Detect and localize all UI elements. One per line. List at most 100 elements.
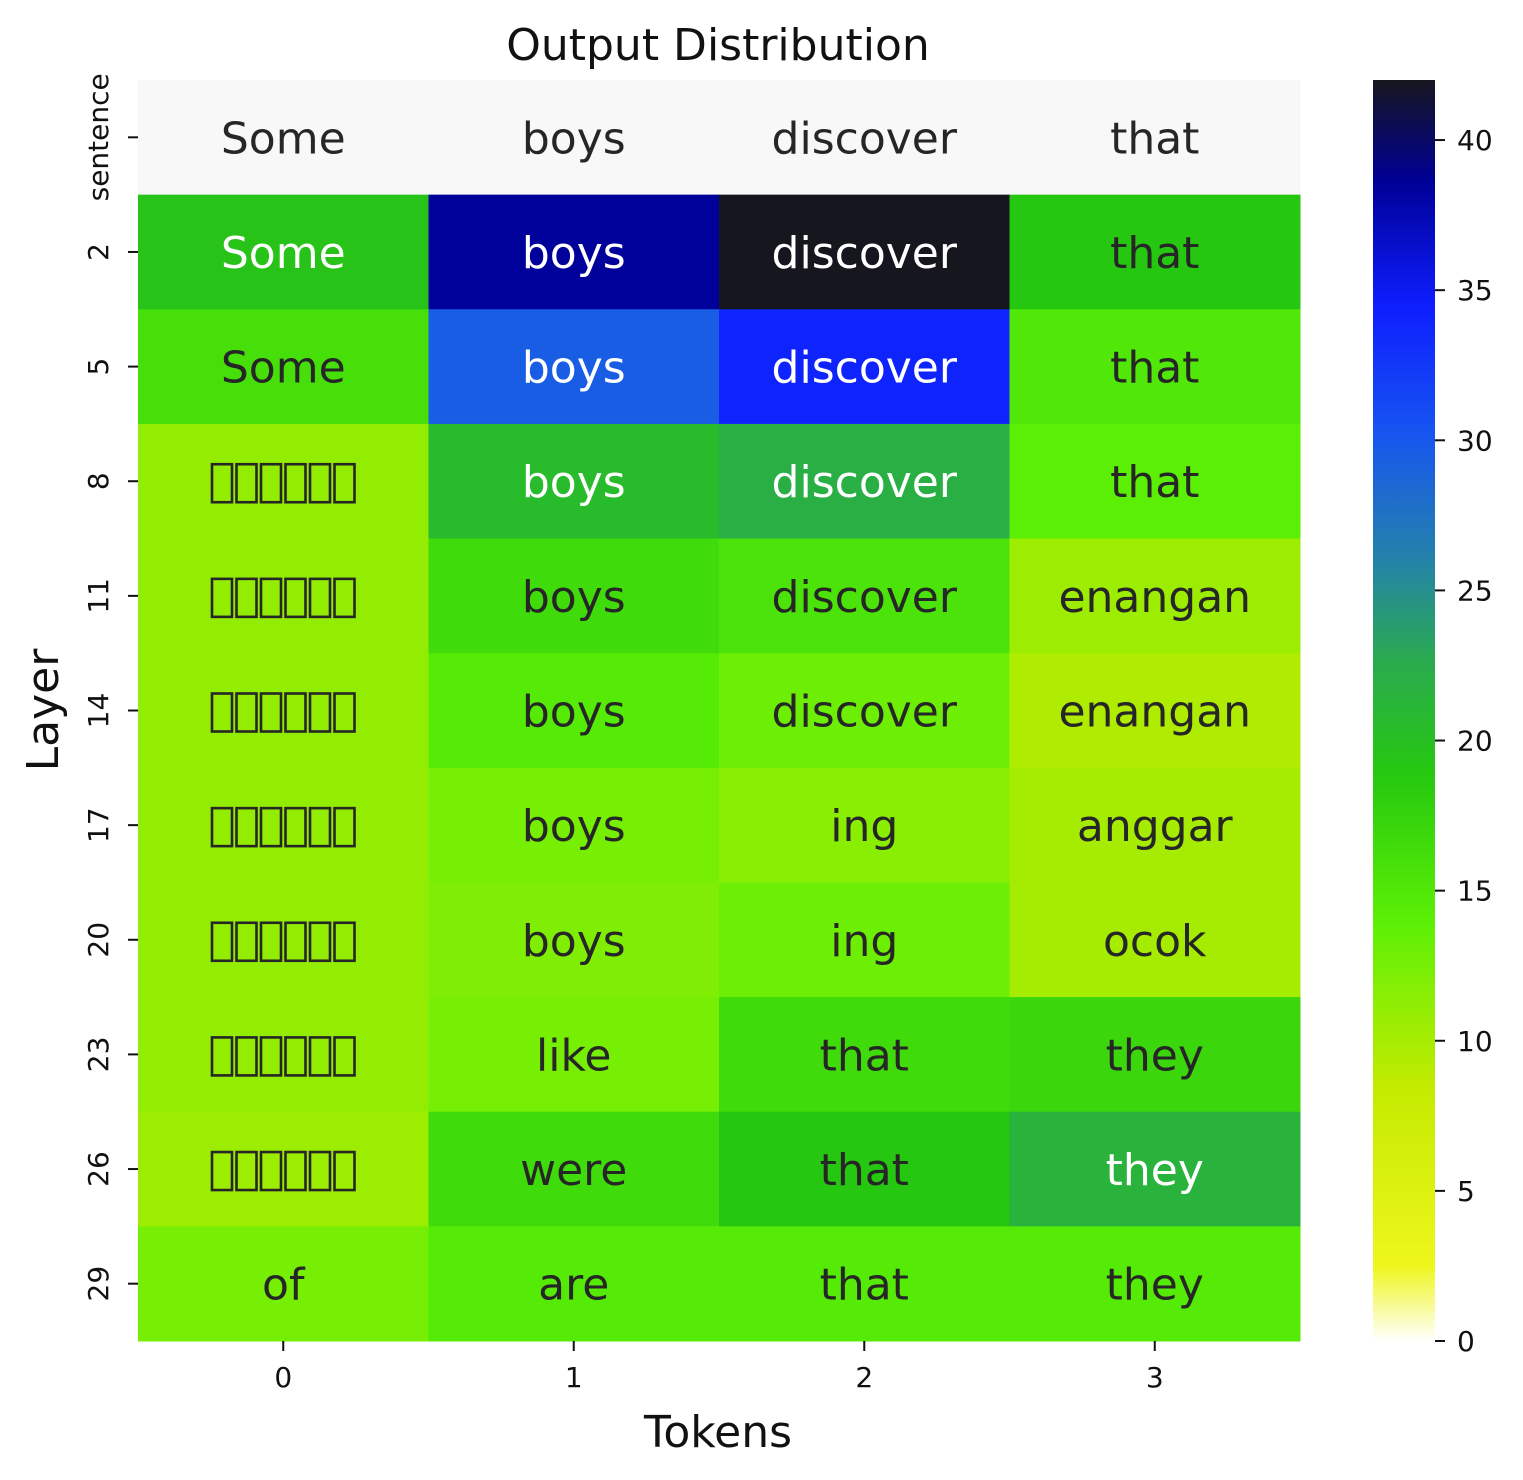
missing-glyph-box — [284, 577, 307, 619]
heatmap-cell — [138, 423, 429, 540]
cell-token: Some — [221, 343, 346, 394]
heatmap-cell — [1009, 767, 1301, 883]
heatmap-cell — [719, 1226, 1010, 1342]
chart-title: Output Distribution — [506, 20, 930, 71]
cell-token: anggar — [1077, 801, 1234, 852]
missing-glyph-box — [259, 692, 283, 733]
heatmap-cell — [1009, 309, 1301, 425]
heatmap-cell — [428, 997, 720, 1113]
colorbar-tick-label: 10 — [1457, 1025, 1493, 1058]
cell-token: are — [538, 1260, 609, 1311]
heatmap-cell — [719, 309, 1010, 425]
missing-glyph-box — [308, 1036, 332, 1077]
heatmap-cell — [138, 767, 429, 883]
y-tick-label: 14 — [82, 693, 115, 729]
x-axis-label: Tokens — [643, 1407, 792, 1458]
y-axis-label: Layer — [18, 648, 69, 772]
missing-glyph-box — [210, 921, 234, 963]
sentence-token: boys — [522, 113, 626, 164]
x-tick-label: 0 — [274, 1361, 292, 1394]
heatmap-cell — [138, 997, 429, 1113]
missing-glyph-token — [210, 921, 356, 963]
y-tick-label: 20 — [82, 922, 115, 958]
cell-token: that — [1110, 457, 1199, 508]
x-axis: 0 1 2 3 — [274, 1341, 1164, 1394]
cell-token: they — [1106, 1030, 1204, 1081]
missing-glyph-box — [235, 921, 258, 963]
heatmap-cell — [138, 653, 429, 769]
missing-glyph-box — [210, 1150, 234, 1192]
missing-glyph-box — [259, 921, 283, 963]
y-tick-label: 29 — [82, 1266, 115, 1302]
y-tick-label: 8 — [82, 472, 115, 490]
cell-token: enangan — [1058, 572, 1251, 623]
missing-glyph-box — [210, 806, 234, 848]
missing-glyph-box — [235, 577, 258, 619]
cell-token: boys — [522, 572, 626, 623]
missing-glyph-box — [259, 806, 283, 848]
sentence-token: that — [1110, 113, 1199, 164]
heatmap-cell — [1009, 423, 1301, 540]
missing-glyph-box — [333, 1150, 356, 1192]
heatmap-cell — [719, 653, 1010, 769]
heatmap-cell — [1009, 997, 1301, 1113]
heatmap-cell — [138, 309, 429, 425]
x-tick-label: 3 — [1146, 1361, 1164, 1394]
missing-glyph-box — [284, 1150, 307, 1192]
heatmap-cell — [1009, 538, 1301, 654]
heatmap-cell — [428, 653, 720, 769]
missing-glyph-box — [235, 806, 258, 848]
missing-glyph-box — [308, 577, 332, 619]
colorbar-tick-label: 0 — [1457, 1325, 1475, 1358]
missing-glyph-box — [333, 806, 356, 848]
sentence-cell — [1009, 80, 1301, 196]
cell-token: that — [820, 1260, 909, 1311]
cell-token: were — [520, 1145, 627, 1196]
missing-glyph-box — [284, 462, 307, 504]
cell-token: Some — [221, 228, 346, 279]
cell-token: boys — [522, 687, 626, 738]
colorbar-ticks: 0 5 10 15 20 25 30 35 40 — [1435, 124, 1493, 1358]
cell-token: discover — [772, 687, 958, 738]
y-tick-label: 23 — [82, 1037, 115, 1073]
cell-token: discover — [772, 228, 958, 279]
colorbar — [1373, 80, 1435, 1341]
heatmap-cell — [428, 194, 720, 310]
y-axis: sentence 2 5 8 11 14 17 20 23 26 29 — [82, 73, 138, 1302]
heatmap-cell — [428, 1111, 720, 1227]
missing-glyph-token — [210, 692, 356, 733]
cell-token: discover — [772, 343, 958, 394]
y-tick-label: 11 — [82, 578, 115, 614]
missing-glyph-box — [210, 692, 234, 733]
cell-token: that — [1110, 343, 1199, 394]
missing-glyph-box — [210, 1036, 234, 1077]
missing-glyph-token — [210, 1036, 356, 1077]
cell-token: discover — [772, 457, 958, 508]
heatmap-cell — [719, 194, 1010, 310]
y-tick-label: 17 — [82, 807, 115, 843]
missing-glyph-box — [308, 806, 332, 848]
heatmap-cells: Some boys discover that Some boys discover that… — [138, 80, 1301, 1342]
sentence-cell — [428, 80, 720, 196]
missing-glyph-box — [259, 1150, 283, 1192]
colorbar-tick-label: 35 — [1457, 274, 1493, 307]
heatmap-cell — [428, 767, 720, 883]
missing-glyph-box — [284, 921, 307, 963]
missing-glyph-box — [210, 462, 234, 504]
y-tick-label: 5 — [82, 358, 115, 376]
missing-glyph-box — [284, 806, 307, 848]
missing-glyph-token — [210, 462, 356, 504]
cell-token: they — [1106, 1260, 1204, 1311]
cell-token: ing — [830, 801, 898, 852]
missing-glyph-box — [308, 462, 332, 504]
missing-glyph-box — [333, 462, 356, 504]
heatmap-cell — [428, 1226, 720, 1342]
colorbar-tick-label: 15 — [1457, 875, 1493, 908]
heatmap-cell — [428, 538, 720, 654]
missing-glyph-box — [259, 1036, 283, 1077]
missing-glyph-token — [210, 806, 356, 848]
heatmap-cell — [428, 309, 720, 425]
cell-token: like — [536, 1030, 611, 1081]
heatmap-cell — [719, 882, 1010, 998]
